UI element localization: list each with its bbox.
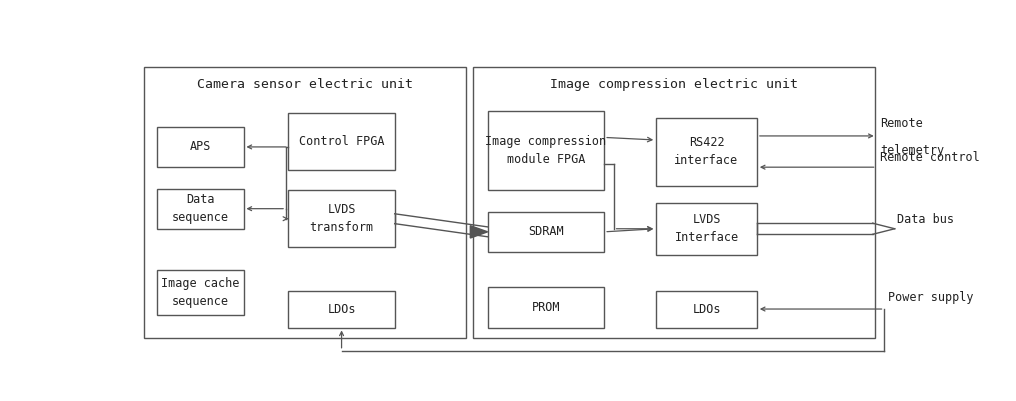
Text: Remote: Remote — [880, 117, 923, 130]
Text: Remote control: Remote control — [880, 151, 979, 164]
FancyBboxPatch shape — [156, 127, 244, 167]
Text: telemetry: telemetry — [880, 144, 944, 157]
Polygon shape — [470, 226, 488, 238]
FancyBboxPatch shape — [656, 203, 757, 255]
Text: LDOs: LDOs — [327, 302, 356, 316]
Text: Data bus: Data bus — [897, 213, 954, 226]
FancyBboxPatch shape — [488, 111, 605, 190]
Text: PROM: PROM — [531, 301, 560, 314]
Text: RS422
interface: RS422 interface — [675, 136, 739, 167]
FancyBboxPatch shape — [656, 117, 757, 186]
Text: Image compression
module FPGA: Image compression module FPGA — [486, 135, 607, 166]
Text: Data
sequence: Data sequence — [172, 193, 229, 224]
FancyBboxPatch shape — [156, 270, 244, 315]
Text: Image compression electric unit: Image compression electric unit — [551, 78, 799, 91]
FancyBboxPatch shape — [473, 67, 875, 338]
FancyBboxPatch shape — [289, 290, 394, 328]
FancyBboxPatch shape — [156, 188, 244, 229]
Text: Camera sensor electric unit: Camera sensor electric unit — [197, 78, 412, 91]
Text: LVDS
transform: LVDS transform — [310, 203, 374, 234]
FancyBboxPatch shape — [488, 288, 605, 328]
Text: LVDS
Interface: LVDS Interface — [675, 213, 739, 244]
Text: Power supply: Power supply — [888, 292, 973, 304]
Text: Control FPGA: Control FPGA — [299, 135, 384, 148]
Text: APS: APS — [190, 140, 211, 154]
FancyBboxPatch shape — [144, 67, 465, 338]
FancyBboxPatch shape — [289, 113, 394, 170]
FancyBboxPatch shape — [289, 190, 394, 247]
FancyBboxPatch shape — [488, 212, 605, 252]
Text: Image cache
sequence: Image cache sequence — [162, 277, 240, 308]
Text: LDOs: LDOs — [692, 302, 720, 316]
Text: SDRAM: SDRAM — [528, 225, 564, 238]
FancyBboxPatch shape — [656, 290, 757, 328]
